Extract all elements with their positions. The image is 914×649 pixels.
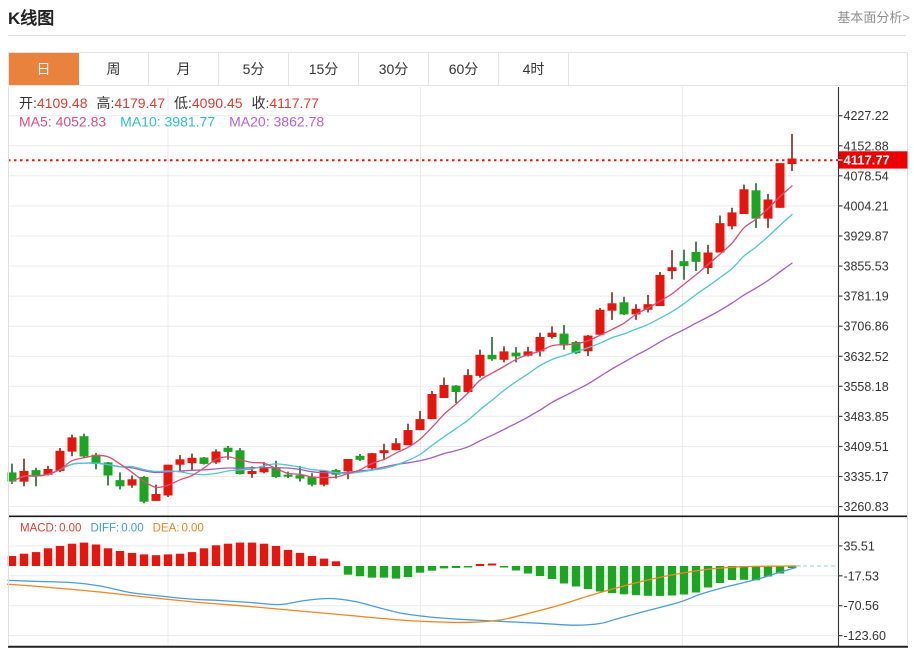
svg-text:3409.51: 3409.51 bbox=[844, 440, 889, 454]
svg-text:3260.83: 3260.83 bbox=[844, 500, 889, 514]
svg-text:4004.21: 4004.21 bbox=[844, 199, 889, 213]
svg-text:-17.53: -17.53 bbox=[844, 569, 879, 583]
svg-text:4152.88: 4152.88 bbox=[844, 139, 889, 153]
svg-text:开:4109.48高:4179.47低:4090.45收:4: 开:4109.48 高:4179.47 低:4090.45 收:4117.77 bbox=[19, 95, 319, 111]
svg-text:-70.56: -70.56 bbox=[844, 599, 879, 613]
svg-text:3855.53: 3855.53 bbox=[844, 260, 889, 274]
svg-text:3558.18: 3558.18 bbox=[844, 380, 889, 394]
svg-text:3632.52: 3632.52 bbox=[844, 350, 889, 364]
svg-text:-123.60: -123.60 bbox=[844, 629, 886, 643]
svg-text:4117.77: 4117.77 bbox=[844, 153, 890, 168]
svg-text:3483.85: 3483.85 bbox=[844, 410, 889, 424]
svg-text:3929.87: 3929.87 bbox=[844, 230, 889, 244]
svg-text:3706.86: 3706.86 bbox=[844, 320, 889, 334]
svg-text:4078.54: 4078.54 bbox=[844, 169, 889, 183]
svg-text:3335.17: 3335.17 bbox=[844, 470, 889, 484]
svg-text:35.51: 35.51 bbox=[844, 539, 875, 553]
svg-text:3781.19: 3781.19 bbox=[844, 290, 889, 304]
svg-text:4227.22: 4227.22 bbox=[844, 109, 889, 123]
